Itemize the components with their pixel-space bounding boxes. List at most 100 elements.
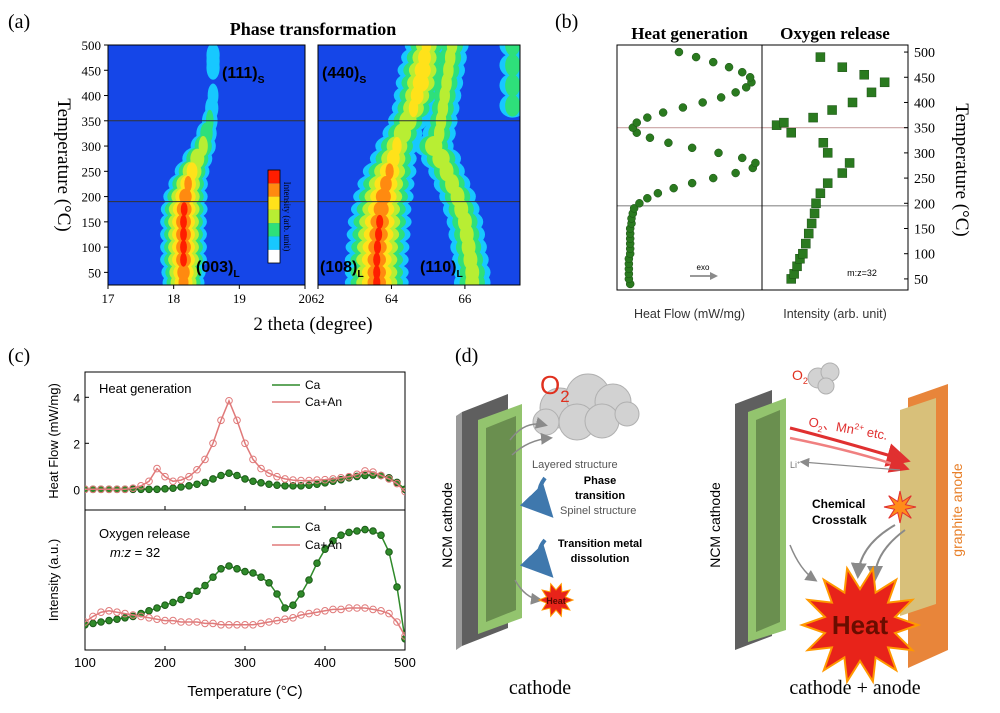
marker (249, 621, 257, 629)
marker (241, 475, 249, 483)
y-axis-label: Intensity (a.u.) (46, 539, 61, 621)
intensity-contour (421, 45, 432, 54)
plate-texture (486, 416, 516, 622)
marker (289, 476, 297, 484)
y-tick-label: 500 (82, 38, 102, 53)
marker (806, 218, 817, 229)
x-axis-label: Heat Flow (mW/mg) (634, 307, 745, 321)
colorbar-step (268, 236, 280, 250)
ion-label: Li+ (790, 460, 801, 470)
colorbar-step (268, 223, 280, 237)
marker (185, 482, 193, 490)
species-label-text: etc. (862, 424, 889, 443)
marker (313, 476, 321, 484)
marker (361, 604, 369, 612)
marker (209, 439, 217, 448)
marker (393, 479, 401, 488)
y-tick-label: 150 (914, 222, 935, 237)
marker (145, 477, 153, 486)
x-tick-label: 100 (74, 655, 96, 670)
marker (658, 108, 668, 117)
marker (716, 93, 726, 102)
marker (89, 619, 97, 628)
panel-label: (a) (8, 11, 30, 33)
marker (257, 479, 265, 487)
spark (883, 490, 917, 524)
marker (329, 475, 337, 483)
marker (837, 62, 848, 72)
marker (153, 615, 161, 624)
heat-label: Heat (546, 596, 566, 606)
marker (185, 591, 193, 600)
marker (265, 469, 273, 478)
marker (708, 173, 718, 183)
marker (305, 609, 313, 618)
marker (153, 604, 161, 612)
marker (97, 608, 105, 617)
marker (233, 565, 241, 573)
marker (353, 527, 361, 535)
x-axis-label: Intensity (arb. unit) (783, 307, 887, 321)
colorbar-step (268, 183, 280, 197)
y-tick-label: 100 (82, 240, 102, 255)
intensity-contour (385, 163, 394, 180)
electrode-label: graphite anode (949, 463, 965, 557)
marker (305, 476, 313, 485)
intensity-contour (206, 45, 220, 68)
marker (185, 618, 193, 626)
marker (798, 248, 808, 259)
marker (643, 194, 652, 203)
series-line (85, 398, 405, 493)
marker (265, 618, 273, 626)
marker (321, 545, 329, 554)
marker (674, 47, 684, 57)
arrow (509, 417, 548, 441)
marker (401, 632, 405, 640)
marker (177, 595, 185, 604)
x-axis-label: Temperature (°C) (187, 683, 302, 700)
arrow (519, 476, 554, 518)
marker (361, 467, 369, 475)
marker (225, 469, 233, 478)
marker (297, 611, 305, 619)
peak-label-text: (108) (320, 259, 357, 276)
x-tick-label: 300 (234, 655, 256, 670)
step-label: Transition metal (558, 538, 642, 550)
marker (385, 609, 393, 618)
y-tick-label: 350 (82, 114, 102, 129)
marker (257, 464, 265, 473)
colorbar-label: Intensity (arb. unit) (282, 182, 292, 252)
colorbar-step (268, 209, 280, 224)
marker (273, 481, 281, 489)
intensity-contour (376, 214, 384, 229)
marker (305, 576, 313, 584)
step-label: Layered structure (532, 459, 618, 471)
peak-label-sub: L (233, 269, 240, 280)
marker (273, 590, 281, 598)
marker (201, 478, 209, 487)
marker (105, 616, 113, 625)
ion-label-text: Li (790, 460, 797, 470)
arrow (519, 538, 554, 578)
marker (385, 475, 393, 483)
marker (822, 178, 833, 188)
marker (369, 468, 377, 476)
marker (393, 618, 401, 626)
species-label-sup: 2+ (854, 421, 865, 433)
marker (177, 618, 185, 626)
plot-frame (317, 44, 521, 286)
intensity-contour (180, 227, 187, 242)
arrow (867, 529, 906, 582)
arrow (850, 524, 896, 579)
peak-label-text: (110) (420, 259, 456, 276)
mechanism-label: Crosstalk (812, 513, 867, 527)
marker (289, 614, 297, 622)
marker (353, 604, 361, 612)
marker (737, 67, 747, 77)
species-label: O2、Mn2+ etc. (807, 413, 889, 446)
marker (225, 621, 233, 629)
x-tick-label: 17 (102, 291, 116, 306)
marker (714, 148, 723, 158)
marker (169, 616, 177, 625)
marker (731, 88, 740, 97)
